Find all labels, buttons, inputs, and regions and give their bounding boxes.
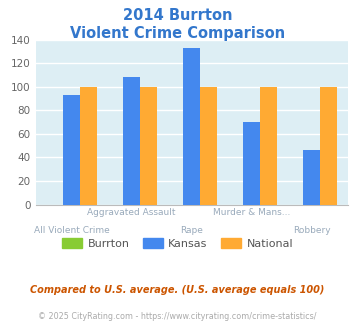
Bar	[260, 87, 277, 205]
Legend: Burrton, Kansas, National: Burrton, Kansas, National	[58, 234, 297, 253]
Text: © 2025 CityRating.com - https://www.cityrating.com/crime-statistics/: © 2025 CityRating.com - https://www.city…	[38, 312, 317, 321]
Bar	[200, 87, 217, 205]
Text: Compared to U.S. average. (U.S. average equals 100): Compared to U.S. average. (U.S. average …	[30, 285, 325, 295]
Text: 2014 Burrton: 2014 Burrton	[123, 8, 232, 23]
Text: Aggravated Assault: Aggravated Assault	[87, 208, 176, 217]
Bar	[183, 48, 200, 205]
Bar	[63, 95, 80, 205]
Bar	[304, 150, 320, 205]
Text: Robbery: Robbery	[293, 226, 331, 235]
Bar	[244, 122, 260, 205]
Bar	[123, 77, 140, 205]
Text: Rape: Rape	[180, 226, 203, 235]
Text: Violent Crime Comparison: Violent Crime Comparison	[70, 26, 285, 41]
Bar	[140, 87, 157, 205]
Text: All Violent Crime: All Violent Crime	[34, 226, 109, 235]
Bar	[320, 87, 337, 205]
Bar	[80, 87, 97, 205]
Text: Murder & Mans...: Murder & Mans...	[213, 208, 290, 217]
